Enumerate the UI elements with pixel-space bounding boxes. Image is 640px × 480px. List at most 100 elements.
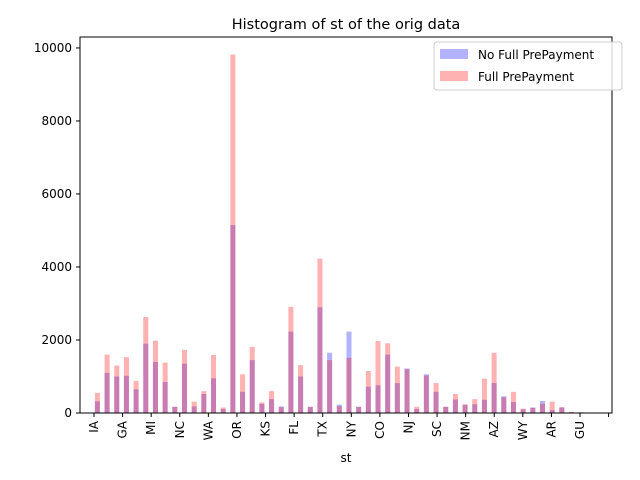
bar [191,401,197,413]
bar [123,357,129,413]
bar [346,357,352,413]
bar [143,316,149,413]
bar [346,331,352,413]
bar [462,404,468,413]
legend-label-no-full-prepayment: No Full PrePayment [478,48,594,62]
axes-layer: 0 2000 4000 6000 8000 10000 IA GA MI NC WA OR KS FL TX… [34,36,613,440]
plot-frame [79,36,613,414]
bar [336,406,342,413]
bar [172,406,178,413]
bar [462,404,468,413]
bar [104,372,110,413]
bar [481,399,487,413]
bar [307,406,313,413]
legend-swatch-full-prepayment [440,71,468,81]
bar [530,407,536,413]
bar [491,383,497,413]
x-tick-label: MI [144,421,158,435]
chart-title: Histogram of st of the orig data [232,17,461,33]
bar [114,376,120,413]
y-tick-label: 0 [64,406,72,420]
x-tick-label: GU [573,421,587,439]
bar [230,54,236,413]
bar [133,389,139,413]
legend: No Full PrePayment Full PrePayment [433,41,623,91]
bar [472,399,478,413]
x-tick-label: NM [459,421,473,440]
bar [259,403,265,413]
bar [414,406,420,413]
bars-layer [94,54,584,413]
y-tick-label: 2000 [41,333,72,347]
bar [356,406,362,413]
bar [181,363,187,413]
bar [94,392,100,413]
bar [530,407,536,413]
bar [249,360,255,413]
bar [520,408,526,413]
bar [230,225,236,413]
x-tick-label: GA [116,420,130,438]
bar [220,408,226,413]
bar [220,407,226,413]
bar [327,352,333,413]
y-tick-label: 10000 [34,41,72,55]
bar [191,406,197,413]
bar [510,391,516,413]
bar [152,340,158,413]
bar [288,331,294,413]
bar [94,401,100,413]
x-tick-label: FL [287,421,301,435]
y-tick-label: 4000 [41,260,72,274]
bar [201,394,207,413]
bar [433,391,439,413]
y-tick-label: 6000 [41,187,72,201]
bar [181,349,187,413]
bar [375,385,381,413]
x-tick-label: WA [201,420,215,440]
x-tick-label: NY [344,420,358,437]
bar [569,411,575,413]
bar [210,354,217,413]
bar [240,374,246,413]
x-tick-label: AZ [487,421,501,437]
bar [133,380,139,413]
x-tick-label: IA [87,420,101,433]
series-no-full-prepayment [94,225,584,413]
bar [327,360,333,413]
bar [365,371,371,413]
bar [510,402,516,413]
bar [501,397,507,413]
bar [365,386,371,413]
bar [317,258,323,413]
bar [520,409,526,413]
legend-frame [433,41,623,91]
bar [288,306,294,413]
bar [162,381,168,413]
x-tick-label: NJ [401,421,415,434]
bar [394,383,400,413]
legend-swatch-no-full-prepayment [440,49,468,59]
bar [385,343,391,413]
bar [404,368,410,413]
bar [317,307,323,413]
bar [472,404,478,413]
bar [278,406,284,413]
bar [375,341,381,413]
bar [539,400,546,413]
bar [298,365,304,413]
bar [259,402,265,413]
bar [559,407,565,413]
bar [269,391,275,413]
bar [336,404,342,413]
bar [394,366,400,413]
series-full-prepayment [94,54,584,413]
bar [491,352,497,413]
y-tick-label: 8000 [41,114,72,128]
bar [443,406,449,413]
bar [452,394,458,413]
bar [549,401,555,413]
bar [162,362,168,413]
bar [210,378,217,413]
bar [559,407,565,413]
